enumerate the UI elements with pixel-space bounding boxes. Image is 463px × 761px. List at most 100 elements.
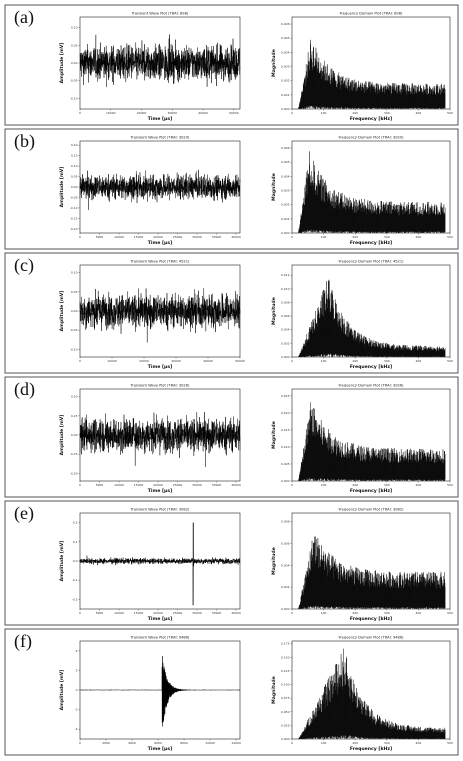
x-tick-label: 40000 [203,359,213,363]
y-tick-label: 0.008 [281,300,290,304]
y-tick-label: 0.003 [281,65,290,69]
x-axis-label: Frequency [kHz] [350,116,392,122]
y-tick-label: 0.125 [281,669,290,673]
x-axis-label: Time [µs] [148,364,173,370]
x-axis-label: Frequency [kHz] [350,240,392,246]
y-tick-label: 0.006 [281,22,290,26]
x-tick-label: 0 [291,483,293,487]
x-tick-label: 25000 [173,483,183,487]
x-tick-label: 5000 [96,483,104,487]
y-axis-label: Magnitude [271,421,277,449]
y-tick-label: 0.00 [71,185,78,189]
y-tick-label: 0.1 [73,540,78,544]
y-tick-label: 0.005 [281,160,290,164]
panel-letter: (f) [14,631,32,652]
y-tick-label: 0.002 [281,585,290,589]
x-tick-label: 300 [384,111,390,115]
y-tick-label: 0.025 [281,723,290,727]
y-axis-label: Magnitude [271,676,277,704]
y-tick-label: 0.005 [281,462,290,466]
panel-b: (b) Transient Wave Plot (TRAI: 3029) Time … [4,128,459,250]
x-tick-label: 0 [79,741,81,745]
y-tick-label: 0.001 [281,93,290,97]
y-tick-label: 0.175 [281,642,290,646]
x-tick-label: 10000 [106,111,116,115]
x-tick-label: 300 [384,741,390,745]
y-tick-label: 0.000 [281,355,290,359]
x-tick-label: 100 [321,235,327,239]
panel-f: (f) Transient Wave Plot (TRAI: 9486) Time … [4,628,459,756]
y-tick-label: 0.008 [281,520,290,524]
y-tick-label: 0.10 [71,271,78,275]
x-tick-label: 20000 [137,111,147,115]
x-tick-label: 20000 [153,611,163,615]
y-tick-label: 0.000 [281,107,290,111]
x-tick-label: 100 [321,111,327,115]
panel-frame [4,128,459,250]
y-axis-label: Magnitude [271,297,277,325]
y-tick-label: 0.010 [281,445,290,449]
y-tick-label: 0.006 [281,146,290,150]
x-tick-label: 6000 [154,741,162,745]
x-tick-label: 10000 [107,359,117,363]
y-tick-label: 0.001 [281,217,290,221]
x-tick-label: 20000 [153,235,163,239]
x-tick-label: 8000 [180,741,188,745]
panel-d: (d) Transient Wave Plot (TRAI: 3026) Time … [4,376,459,498]
y-tick-label: -0.20 [70,227,78,231]
spectrum-signal-line [298,279,446,358]
x-tick-label: 0 [79,483,81,487]
y-tick-label: 0.000 [281,479,290,483]
x-tick-label: 30000 [192,235,202,239]
plot-title: Frequency Domain Plot (TRAI: 3026) [338,384,404,388]
x-tick-label: 0 [291,111,293,115]
plot-title: Frequency Domain Plot (TRAI: 898) [340,12,403,16]
panel-letter: (a) [14,7,34,28]
plot-title: Transient Wave Plot (TRAI: 898) [131,12,189,16]
y-tick-label: 0.0 [73,559,78,563]
y-tick-label: 0.100 [281,683,290,687]
x-tick-label: 25000 [173,235,183,239]
x-tick-label: 20000 [139,359,149,363]
plot-title: Frequency Domain Plot (TRAI: 3082) [338,508,404,512]
panel-frame [4,500,459,626]
y-tick-label: 0.004 [281,563,290,567]
x-tick-label: 400 [416,111,422,115]
x-axis-label: Frequency [kHz] [350,364,392,370]
panel-letter: (c) [14,255,34,276]
y-tick-label: 0.000 [281,607,290,611]
y-tick-label: 0.004 [281,174,290,178]
y-tick-label: -0.10 [70,96,78,100]
y-tick-label: 0 [76,688,78,692]
y-axis-label: Amplitude [mV] [59,541,65,582]
y-tick-label: -0.50 [70,471,78,475]
transient-plot: Transient Wave Plot (TRAI: 9486) Time [µs… [59,636,241,753]
y-tick-label: 0.25 [71,414,78,418]
y-tick-label: 0.012 [281,273,290,277]
x-tick-label: 100 [321,359,327,363]
y-tick-label: 0.010 [281,287,290,291]
x-tick-label: 400 [416,359,422,363]
x-tick-label: 0 [291,359,293,363]
y-axis-label: Amplitude [mV] [59,43,65,84]
x-axis-label: Time [µs] [148,746,173,752]
x-tick-label: 200 [352,235,358,239]
x-tick-label: 10000 [114,483,124,487]
x-tick-label: 15000 [134,611,144,615]
x-tick-label: 500 [447,741,453,745]
y-axis-label: Amplitude [mV] [59,167,65,208]
x-tick-label: 400 [416,235,422,239]
y-tick-label: -0.1 [72,578,78,582]
x-tick-label: 500 [447,359,453,363]
x-axis-label: Time [µs] [148,116,173,122]
x-tick-label: 200 [352,611,358,615]
y-tick-label: 0.025 [281,394,290,398]
plot-title: Transient Wave Plot (TRAI: 3029) [130,136,190,140]
x-tick-label: 25000 [173,611,183,615]
y-axis-label: Magnitude [271,49,277,77]
x-tick-label: 30000 [171,359,181,363]
y-tick-label: -0.25 [70,452,78,456]
x-tick-label: 5000 [96,235,104,239]
y-tick-label: 0.004 [281,328,290,332]
